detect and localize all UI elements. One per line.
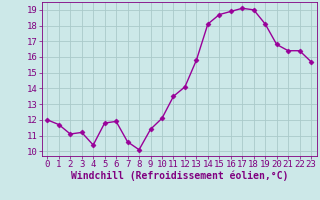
X-axis label: Windchill (Refroidissement éolien,°C): Windchill (Refroidissement éolien,°C) [70,171,288,181]
